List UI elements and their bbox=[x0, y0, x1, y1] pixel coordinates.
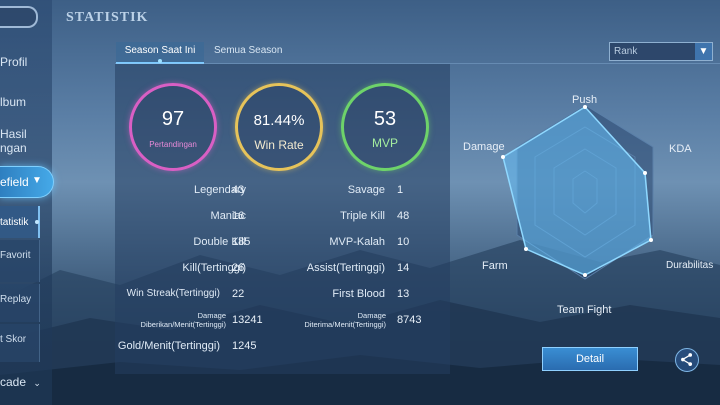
stat-label-savage: Savage bbox=[347, 184, 385, 196]
sidebar-item-profil[interactable]: Profil bbox=[0, 55, 28, 69]
radar-label-farm: Farm bbox=[482, 260, 508, 272]
back-icon[interactable] bbox=[0, 6, 38, 28]
share-button[interactable] bbox=[675, 348, 699, 372]
radar-label-kda: KDA bbox=[669, 143, 692, 155]
matches-value: 97 bbox=[161, 108, 185, 130]
rank-dropdown-value: Rank bbox=[614, 46, 638, 57]
stat-value-mvp-kalah: 10 bbox=[397, 236, 410, 248]
radar-point-push bbox=[583, 105, 587, 109]
rank-dropdown[interactable]: Rank ▼ bbox=[609, 42, 713, 61]
mvp-ring: 53 MVP bbox=[341, 83, 429, 171]
stat-value-assist-tertinggi: 14 bbox=[397, 262, 410, 274]
sidebar-item-arcade-label: cade bbox=[0, 375, 27, 389]
stat-label-gold-menit: Gold/Menit(Tertinggi) bbox=[117, 340, 220, 352]
stat-value-double-kill: 185 bbox=[232, 236, 251, 248]
radar-point-damage bbox=[501, 155, 505, 159]
stat-label-mvp-kalah: MVP-Kalah bbox=[329, 236, 385, 248]
tab-divider bbox=[115, 63, 720, 64]
sidebar-item-album[interactable]: lbum bbox=[0, 95, 27, 109]
stat-label-assist-tertinggi: Assist(Tertinggi) bbox=[306, 262, 385, 274]
mvp-value: 53 bbox=[373, 108, 397, 130]
sidebar-subitem-statistik[interactable]: tatistik bbox=[0, 206, 40, 238]
stat-label-triple-kill: Triple Kill bbox=[340, 210, 385, 222]
radar-label-damage: Damage bbox=[463, 141, 505, 153]
sidebar-subitem-statistik-label: tatistik bbox=[0, 217, 29, 228]
stat-value-damage-diterima: 8743 bbox=[397, 314, 422, 326]
matches-label: Pertandingan bbox=[149, 140, 197, 149]
stat-value-damage-diberikan: 13241 bbox=[232, 314, 263, 326]
stat-value-triple-kill: 48 bbox=[397, 210, 410, 222]
radar-point-durability bbox=[649, 238, 653, 242]
tab-season-saat-ini[interactable]: Season Saat Ini bbox=[116, 42, 204, 64]
winrate-ring: 81.44% Win Rate bbox=[235, 83, 323, 171]
winrate-label: Win Rate bbox=[254, 138, 304, 152]
matches-ring: 97 Pertandingan bbox=[129, 83, 217, 171]
stat-value-first-blood: 13 bbox=[397, 288, 410, 300]
radar-point-kda bbox=[643, 171, 647, 175]
sidebar-item-hasil-2[interactable]: ngan bbox=[0, 141, 27, 155]
stat-label-double-kill: Double Kill bbox=[193, 236, 246, 248]
stat-value-kill-tertinggi: 26 bbox=[232, 262, 245, 274]
chevron-down-icon: ▼ bbox=[695, 43, 712, 60]
radar-chart bbox=[501, 104, 654, 280]
page-title: STATISTIK bbox=[66, 10, 149, 25]
tab-semua-season[interactable]: Semua Season bbox=[214, 45, 283, 56]
stat-label-damage-diberikan: Damage Diberikan/Menit(Tertinggi) bbox=[140, 311, 226, 329]
chevron-down-icon: ▼ bbox=[32, 175, 42, 186]
sidebar-item-arcade[interactable]: cade ⌄ bbox=[0, 375, 41, 389]
stat-label-first-blood: First Blood bbox=[332, 288, 385, 300]
radar-point-teamfight bbox=[583, 273, 587, 277]
sidebar-subitem-skor[interactable]: t Skor bbox=[0, 324, 40, 362]
sidebar-subitem-favorit[interactable]: Favorit bbox=[0, 240, 40, 282]
share-icon bbox=[681, 353, 693, 366]
stat-label-maniac: Maniac bbox=[210, 210, 246, 222]
winrate-value: 81.44% bbox=[253, 112, 305, 129]
stat-label-damage-diterima: Damage Diterima/Menit(Tertinggi) bbox=[304, 311, 386, 329]
stat-value-savage: 1 bbox=[397, 184, 404, 196]
stat-value-gold-menit: 1245 bbox=[232, 340, 257, 352]
sidebar-item-hasil[interactable]: Hasil bbox=[0, 127, 27, 141]
sidebar-item-battlefield-label: efield bbox=[0, 175, 29, 189]
stat-value-win-streak: 22 bbox=[232, 288, 245, 300]
active-dot-icon bbox=[35, 220, 39, 224]
stat-value-legendary: 43 bbox=[232, 184, 245, 196]
radar-label-durability: Durabilitas bbox=[666, 260, 714, 271]
stat-label-legendary: Legendary bbox=[194, 184, 246, 196]
tab-season-saat-ini-label: Season Saat Ini bbox=[124, 45, 196, 56]
stat-label-win-streak: Win Streak(Tertinggi) bbox=[126, 288, 220, 299]
detail-button[interactable]: Detail bbox=[542, 347, 638, 371]
chevron-down-icon: ⌄ bbox=[33, 378, 41, 388]
stat-label-kill-tertinggi: Kill(Tertinggi) bbox=[182, 262, 246, 274]
radar-point-farm bbox=[524, 247, 528, 251]
stat-value-maniac: 16 bbox=[232, 210, 245, 222]
mvp-label: MVP bbox=[371, 136, 398, 150]
radar-label-teamfight: Team Fight bbox=[557, 304, 612, 316]
tab-indicator-dot bbox=[158, 59, 162, 63]
sidebar-subitem-replay[interactable]: Replay bbox=[0, 284, 40, 322]
sidebar-item-battlefield[interactable]: efield ▼ bbox=[0, 166, 54, 198]
radar-label-push: Push bbox=[572, 94, 598, 106]
